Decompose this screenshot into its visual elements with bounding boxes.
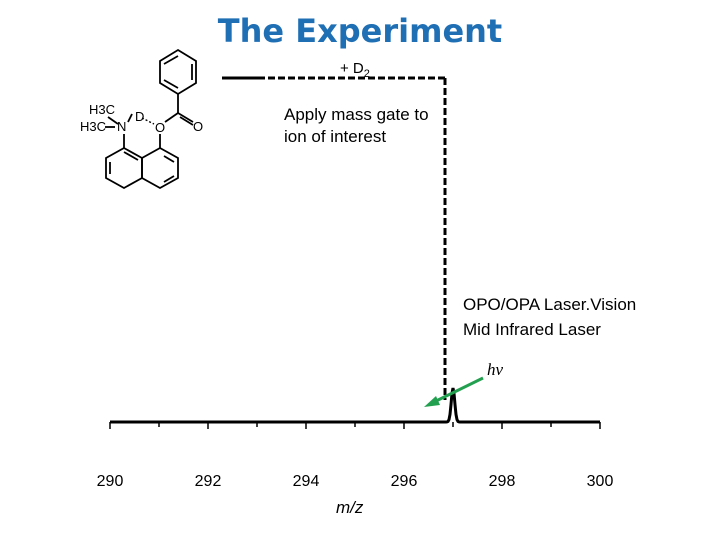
x-tick-label: 290 <box>96 473 124 490</box>
laser-line-1: OPO/OPA Laser.Vision <box>463 295 637 314</box>
x-axis-label: m/z <box>336 498 364 517</box>
carbonyl-oxygen-label: O <box>193 119 203 134</box>
nitrogen-label: N <box>117 119 126 134</box>
laser-description: OPO/OPA Laser.Vision Mid Infrared Laser <box>463 292 636 342</box>
mass-gate-line-2: ion of interest <box>284 127 387 146</box>
mass-gate-line-1: Apply mass gate to <box>284 105 429 124</box>
x-tick-label: 292 <box>194 473 222 490</box>
x-tick-label: 300 <box>586 473 614 490</box>
x-tick-label: 296 <box>390 473 418 490</box>
deuterium-label: D <box>135 109 144 124</box>
photon-label: hν <box>487 360 504 379</box>
molecule-structure <box>105 48 197 190</box>
x-tick-label: 298 <box>488 473 516 490</box>
mass-gate-text: Apply mass gate to ion of interest <box>284 104 429 148</box>
mass-spectrum <box>109 387 601 429</box>
x-tick-label: 294 <box>292 473 320 490</box>
laser-arrow <box>424 376 484 407</box>
methyl-label-2: H3C <box>80 119 106 134</box>
d2-reagent-label: + D2 <box>340 60 370 80</box>
methyl-label-1: H3C <box>89 102 115 117</box>
ether-oxygen-label: O <box>155 120 165 135</box>
spectrum-trace <box>110 387 600 424</box>
slide-title: The Experiment <box>217 12 503 50</box>
naphthalene-ring-left <box>105 146 143 190</box>
naphthalene-ring-right <box>141 146 179 190</box>
laser-line-2: Mid Infrared Laser <box>463 320 601 339</box>
